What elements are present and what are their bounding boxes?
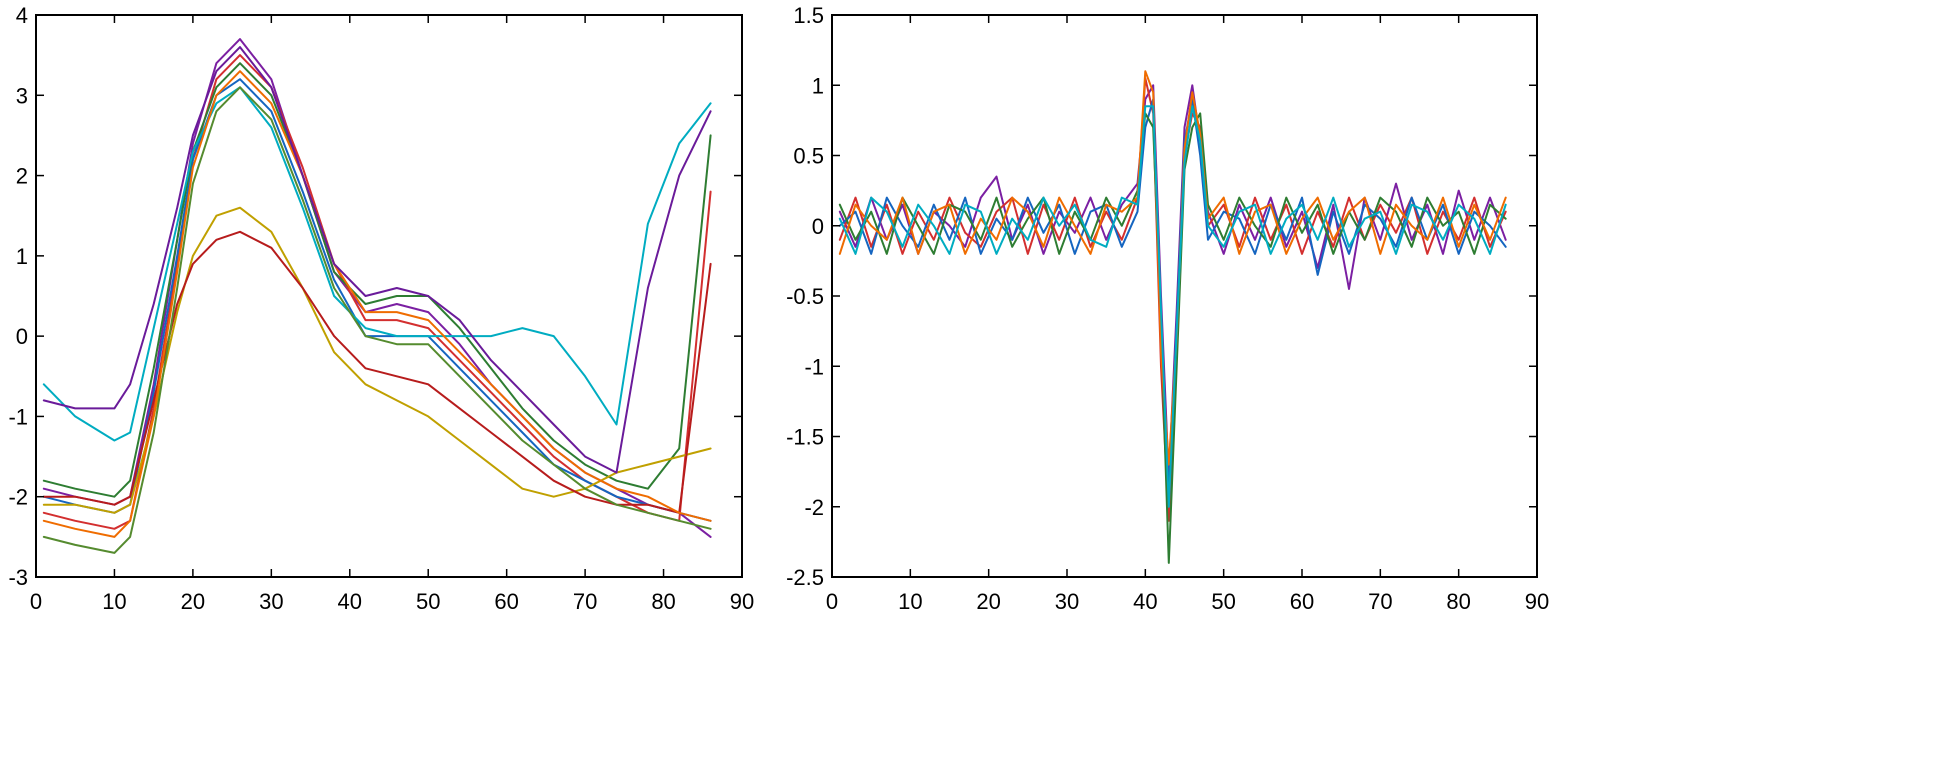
y-tick-label: 3 [16, 83, 28, 108]
y-tick-label: 4 [16, 3, 28, 28]
y-tick-label: -2 [804, 495, 824, 520]
series-line-9 [42, 86, 712, 554]
y-tick-label: 0 [812, 214, 824, 239]
x-tick-label: 20 [976, 589, 1000, 614]
axes-frame [831, 14, 1538, 578]
x-tick-label: 50 [416, 589, 440, 614]
series-group [42, 38, 712, 554]
x-tick-label: 40 [1133, 589, 1157, 614]
x-tick-label: 60 [1290, 589, 1314, 614]
x-tick-label: 40 [338, 589, 362, 614]
y-tick-label: -2 [8, 485, 28, 510]
x-tick-label: 10 [898, 589, 922, 614]
x-tick-label: 20 [181, 589, 205, 614]
x-tick-label: 70 [1368, 589, 1392, 614]
y-tick-label: 1.5 [793, 3, 824, 28]
x-tick-label: 90 [730, 589, 754, 614]
axes-frame [35, 14, 743, 578]
y-tick-label: 2 [16, 164, 28, 189]
x-tick-label: 50 [1211, 589, 1235, 614]
series-line-6 [838, 105, 1507, 508]
y-tick-label: -2.5 [786, 565, 824, 590]
y-tick-label: 0 [16, 324, 28, 349]
x-tick-label: 70 [573, 589, 597, 614]
y-tick-label: 1 [16, 244, 28, 269]
series-line-4 [838, 112, 1507, 564]
series-line-7 [42, 230, 712, 514]
y-tick-label: 0.5 [793, 144, 824, 169]
series-group [838, 70, 1507, 564]
x-tick-label: 30 [259, 589, 283, 614]
series-line-6 [42, 206, 712, 514]
x-tick-label: 10 [102, 589, 126, 614]
x-tick-label: 80 [651, 589, 675, 614]
x-tick-label: 60 [494, 589, 518, 614]
x-tick-label: 0 [30, 589, 42, 614]
x-tick-label: 0 [826, 589, 838, 614]
y-tick-label: -0.5 [786, 284, 824, 309]
y-tick-label: -3 [8, 565, 28, 590]
x-tick-label: 90 [1525, 589, 1549, 614]
x-tick-label: 80 [1446, 589, 1470, 614]
series-line-10 [42, 46, 712, 474]
chart-panel-2: 0 10 20 30 40 50 60 70 80 90 -2.5 -2 -1.5 -1 -0.5 0 0.5 1… [786, 3, 1549, 614]
y-tick-label: 1 [812, 73, 824, 98]
chart-panel-1: 0 10 20 30 40 50 60 70 80 90 -3 -2 -1 0 1 2 3 4 [8, 3, 754, 614]
x-tick-label: 30 [1055, 589, 1079, 614]
series-line-5 [42, 86, 712, 442]
series-line-8 [42, 70, 712, 538]
y-tick-label: -1.5 [786, 425, 824, 450]
series-line-3 [42, 78, 712, 522]
y-tick-label: -1 [8, 404, 28, 429]
y-tick-label: -1 [804, 354, 824, 379]
